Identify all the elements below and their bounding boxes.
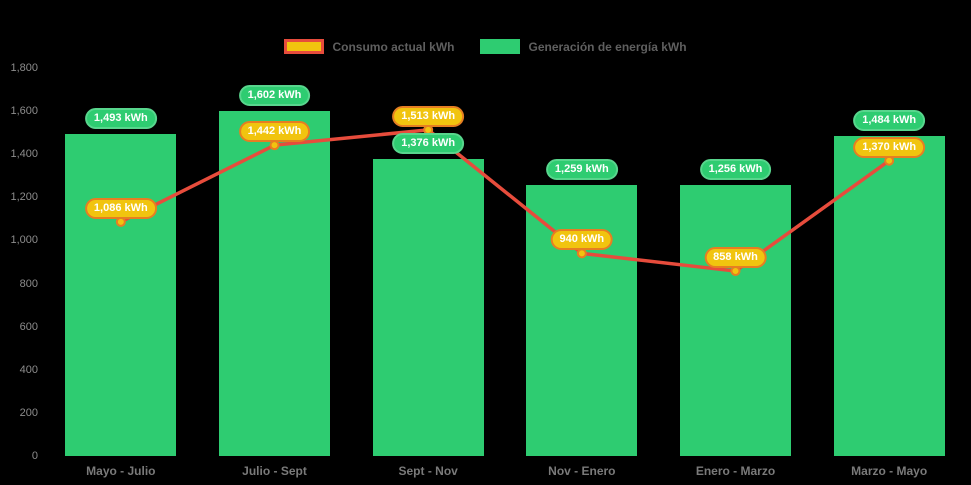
legend-item-consumo[interactable]: Consumo actual kWh	[284, 39, 454, 54]
y-axis-tick-label: 600	[19, 320, 38, 333]
consumption-value-label: 1,442 kWh	[238, 121, 311, 143]
consumption-value-label: 1,086 kWh	[84, 197, 157, 219]
y-axis-tick-label: 1,800	[10, 62, 38, 74]
y-axis-tick-label: 1,400	[10, 148, 38, 161]
bar-enero-marzo[interactable]	[680, 185, 791, 456]
generation-value-label: 1,493 kWh	[84, 108, 157, 130]
generation-value-label: 1,376 kWh	[392, 133, 465, 155]
generation-value-label: 1,484 kWh	[853, 110, 926, 132]
y-axis-tick-label: 1,200	[10, 191, 38, 204]
y-axis-tick-label: 1,000	[10, 234, 38, 247]
x-axis-label-nov-enero: Nov - Enero	[548, 464, 616, 478]
y-axis-tick-label: 400	[19, 363, 38, 376]
y-axis-tick-label: 200	[19, 406, 38, 419]
consumption-value-label: 858 kWh	[704, 247, 767, 269]
consumption-value-label: 1,513 kWh	[392, 105, 465, 127]
y-axis-tick-label: 0	[31, 450, 38, 462]
generation-value-label: 1,602 kWh	[238, 84, 311, 106]
consumption-value-label: 940 kWh	[550, 229, 614, 251]
generation-value-label: 1,256 kWh	[699, 159, 772, 181]
legend-label-generacion: Generación de energía kWh	[528, 39, 687, 54]
y-axis-tick-label: 800	[19, 277, 38, 290]
x-axis-label-mayo-julio: Mayo - Julio	[86, 464, 156, 478]
bar-marzo-mayo[interactable]	[833, 136, 945, 456]
bar-julio-sept[interactable]	[219, 110, 330, 456]
x-axis-label-julio-sept: Julio - Sept	[242, 464, 307, 478]
x-axis-label-enero-marzo: Enero - Marzo	[695, 464, 776, 478]
consumption-value-label: 1,370 kWh	[853, 136, 926, 158]
bar-sept-nov[interactable]	[372, 159, 484, 456]
y-axis-tick-label: 1,600	[10, 105, 38, 118]
bar-mayo-julio[interactable]	[65, 134, 177, 456]
legend-item-generacion[interactable]: Generación de energía kWh	[480, 39, 687, 54]
x-axis-label-sept-nov: Sept - Nov	[398, 464, 458, 478]
legend: Consumo actual kWh Generación de energía…	[0, 39, 971, 54]
legend-label-consumo: Consumo actual kWh	[332, 39, 455, 54]
bar-nov-enero[interactable]	[526, 184, 638, 456]
generation-value-label: 1,259 kWh	[545, 158, 618, 180]
consumo-swatch-icon	[284, 39, 325, 54]
generacion-swatch-icon	[480, 39, 521, 54]
x-axis-label-marzo-mayo: Marzo - Mayo	[851, 464, 928, 478]
